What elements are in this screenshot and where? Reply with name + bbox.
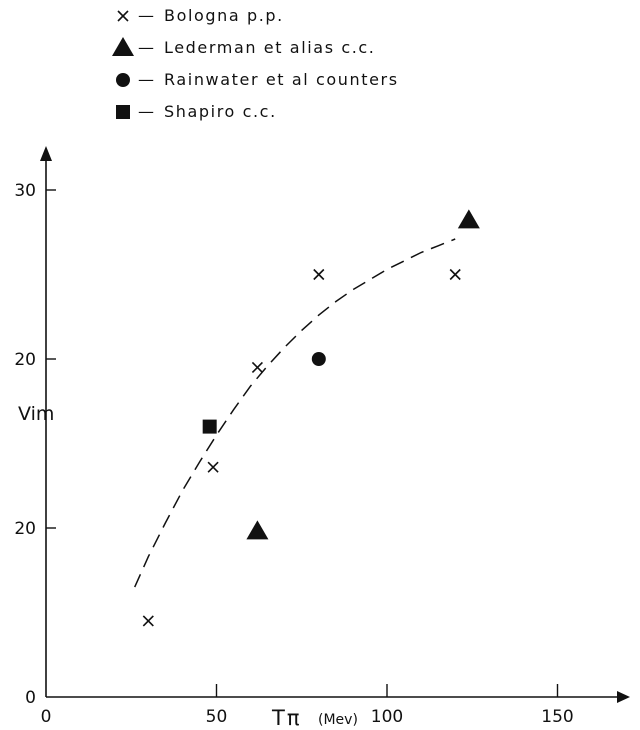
y-tick-label: 20 bbox=[14, 519, 36, 539]
x-tick-label: 0 bbox=[41, 707, 52, 727]
legend-label: Shapiro c.c. bbox=[164, 101, 277, 121]
axes: 0 50 100 150 0 20 20 30 bbox=[14, 146, 630, 727]
data-point bbox=[246, 520, 269, 540]
x-tick-label: 150 bbox=[541, 707, 573, 727]
data-point bbox=[449, 268, 461, 281]
legend-dash: — bbox=[138, 5, 154, 25]
legend-label: Bologna p.p. bbox=[164, 5, 284, 25]
legend-marker-shape bbox=[116, 73, 130, 87]
legend-marker-icon bbox=[112, 37, 134, 56]
legend-marker-shape bbox=[112, 37, 134, 56]
y-tick-label: 20 bbox=[14, 350, 36, 370]
legend-marker-shape bbox=[117, 10, 129, 22]
legend-dash: — bbox=[138, 101, 154, 121]
legend-item: — Lederman et alias c.c. bbox=[112, 32, 375, 62]
y-axis-label: Vim bbox=[18, 403, 54, 425]
legend-marker-shape bbox=[116, 105, 130, 119]
fit-curve bbox=[134, 238, 456, 588]
data-point bbox=[313, 268, 325, 281]
legend-marker-icon bbox=[117, 10, 129, 22]
data-point bbox=[311, 352, 326, 366]
legend-item: — Bologna p.p. bbox=[112, 0, 284, 30]
legend-marker-icon bbox=[116, 73, 130, 87]
data-marks bbox=[134, 209, 480, 627]
data-point bbox=[142, 615, 154, 627]
x-tick-label: 100 bbox=[371, 707, 403, 727]
legend-dash: — bbox=[138, 69, 154, 89]
y-tick-label: 30 bbox=[14, 181, 36, 201]
legend-dash: — bbox=[138, 37, 154, 57]
y-tick-label: 0 bbox=[25, 688, 36, 708]
y-axis-arrow bbox=[40, 146, 52, 161]
x-axis-label: Tπ bbox=[271, 706, 301, 730]
legend-marker-icon bbox=[116, 105, 130, 119]
x-axis-arrow bbox=[617, 691, 630, 703]
legend-item: — Rainwater et al counters bbox=[112, 64, 399, 94]
x-axis-unit: (Mev) bbox=[318, 712, 358, 728]
legend-label: Rainwater et al counters bbox=[164, 69, 399, 89]
legend-label: Lederman et alias c.c. bbox=[164, 37, 376, 57]
data-point bbox=[457, 209, 480, 229]
legend-item: — Shapiro c.c. bbox=[112, 96, 277, 126]
data-point bbox=[207, 461, 219, 473]
x-tick-label: 50 bbox=[206, 707, 228, 727]
data-point bbox=[251, 361, 263, 374]
data-point bbox=[202, 419, 217, 434]
